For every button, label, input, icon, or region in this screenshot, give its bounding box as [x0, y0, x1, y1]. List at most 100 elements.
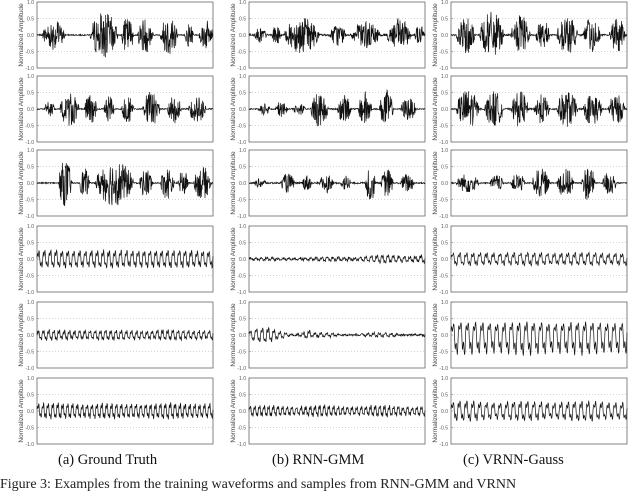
y-tick-label: 1.0	[27, 300, 34, 306]
y-axis-label: Normalized Amplitude	[230, 379, 237, 443]
y-tick-label: 0.5	[239, 165, 246, 171]
y-tick-label: 0.5	[239, 241, 246, 247]
y-tick-label: 0.5	[441, 317, 448, 323]
waveform-series	[248, 326, 426, 343]
y-tick-label: 0.0	[27, 409, 34, 415]
waveform-series	[450, 400, 628, 422]
waveform-series	[36, 249, 214, 269]
y-tick-label: 1.0	[27, 376, 34, 382]
y-axis-label: Normalized Amplitude	[230, 3, 237, 67]
y-tick-label: -0.5	[237, 124, 246, 130]
waveform-series	[450, 251, 628, 267]
y-tick-label: 0.5	[27, 393, 34, 399]
y-tick-label: 0.5	[239, 17, 246, 23]
waveform-series	[248, 18, 426, 53]
y-tick-label: 1.0	[239, 0, 246, 6]
y-tick-label: 0.0	[239, 107, 246, 113]
y-tick-label: -1.0	[439, 290, 448, 296]
y-axis-label: Normalized Amplitude	[230, 227, 237, 291]
waveform-series	[248, 89, 426, 127]
y-tick-label: -1.0	[25, 290, 34, 296]
y-tick-label: -1.0	[25, 140, 34, 146]
y-tick-label: 1.0	[239, 224, 246, 230]
y-tick-label: 0.5	[441, 17, 448, 23]
y-tick-label: 1.0	[441, 74, 448, 80]
y-axis-label: Normalized Amplitude	[18, 3, 25, 67]
y-tick-label: 0.5	[27, 17, 34, 23]
caption-ground-truth: (a) Ground Truth	[58, 452, 158, 468]
y-tick-label: 0.0	[27, 33, 34, 39]
waveform-series	[36, 329, 214, 342]
y-tick-label: 1.0	[239, 74, 246, 80]
y-tick-label: -0.5	[237, 274, 246, 280]
y-tick-label: 0.5	[441, 91, 448, 97]
y-tick-label: 1.0	[239, 148, 246, 154]
y-axis-label: Normalized Amplitude	[18, 303, 25, 367]
y-tick-label: 0.0	[239, 257, 246, 263]
y-tick-label: -1.0	[237, 366, 246, 372]
y-tick-label: 0.5	[441, 393, 448, 399]
y-axis-label: Normalized Amplitude	[18, 151, 25, 215]
y-tick-label: 0.0	[441, 409, 448, 415]
waveform-series	[450, 168, 628, 200]
y-tick-label: -1.0	[237, 290, 246, 296]
y-tick-label: -1.0	[25, 66, 34, 72]
y-tick-label: 0.0	[27, 107, 34, 113]
y-tick-label: 0.5	[239, 317, 246, 323]
y-tick-label: -0.5	[439, 426, 448, 432]
waveform-series	[36, 92, 214, 126]
y-tick-label: -0.5	[25, 198, 34, 204]
y-tick-label: 0.0	[441, 333, 448, 339]
y-tick-label: -0.5	[237, 350, 246, 356]
y-tick-label: -1.0	[237, 66, 246, 72]
y-tick-label: -0.5	[439, 124, 448, 130]
y-tick-label: -0.5	[439, 274, 448, 280]
y-tick-label: 0.0	[239, 333, 246, 339]
y-tick-label: -1.0	[439, 366, 448, 372]
y-tick-label: 0.0	[239, 33, 246, 39]
waveform-series	[450, 91, 628, 127]
y-tick-label: 0.5	[239, 393, 246, 399]
y-tick-label: -0.5	[25, 350, 34, 356]
waveform-series	[450, 321, 628, 356]
y-tick-label: 0.0	[441, 181, 448, 187]
y-tick-label: -1.0	[237, 140, 246, 146]
waveform-series	[248, 254, 426, 265]
y-tick-label: 1.0	[239, 300, 246, 306]
y-tick-label: -1.0	[25, 442, 34, 448]
y-tick-label: 1.0	[27, 148, 34, 154]
y-tick-label: 0.0	[27, 257, 34, 263]
y-axis-label: Normalized Amplitude	[230, 151, 237, 215]
waveform-series	[248, 404, 426, 418]
y-tick-label: -0.5	[237, 198, 246, 204]
y-axis-label: Normalized Amplitude	[18, 379, 25, 443]
waveform-series	[36, 13, 214, 58]
y-tick-label: 1.0	[441, 0, 448, 6]
y-tick-label: -1.0	[439, 66, 448, 72]
y-tick-label: 1.0	[27, 224, 34, 230]
y-tick-label: 0.0	[239, 409, 246, 415]
y-tick-label: -0.5	[25, 426, 34, 432]
y-axis-label: Normalized Amplitude	[432, 227, 439, 291]
y-tick-label: -0.5	[439, 350, 448, 356]
y-tick-label: -1.0	[439, 442, 448, 448]
y-tick-label: -0.5	[25, 50, 34, 56]
waveform-series	[36, 163, 214, 207]
y-tick-label: 1.0	[441, 148, 448, 154]
y-tick-label: -1.0	[237, 442, 246, 448]
y-tick-label: 1.0	[239, 376, 246, 382]
y-tick-label: 0.5	[27, 91, 34, 97]
y-tick-label: 0.0	[239, 181, 246, 187]
